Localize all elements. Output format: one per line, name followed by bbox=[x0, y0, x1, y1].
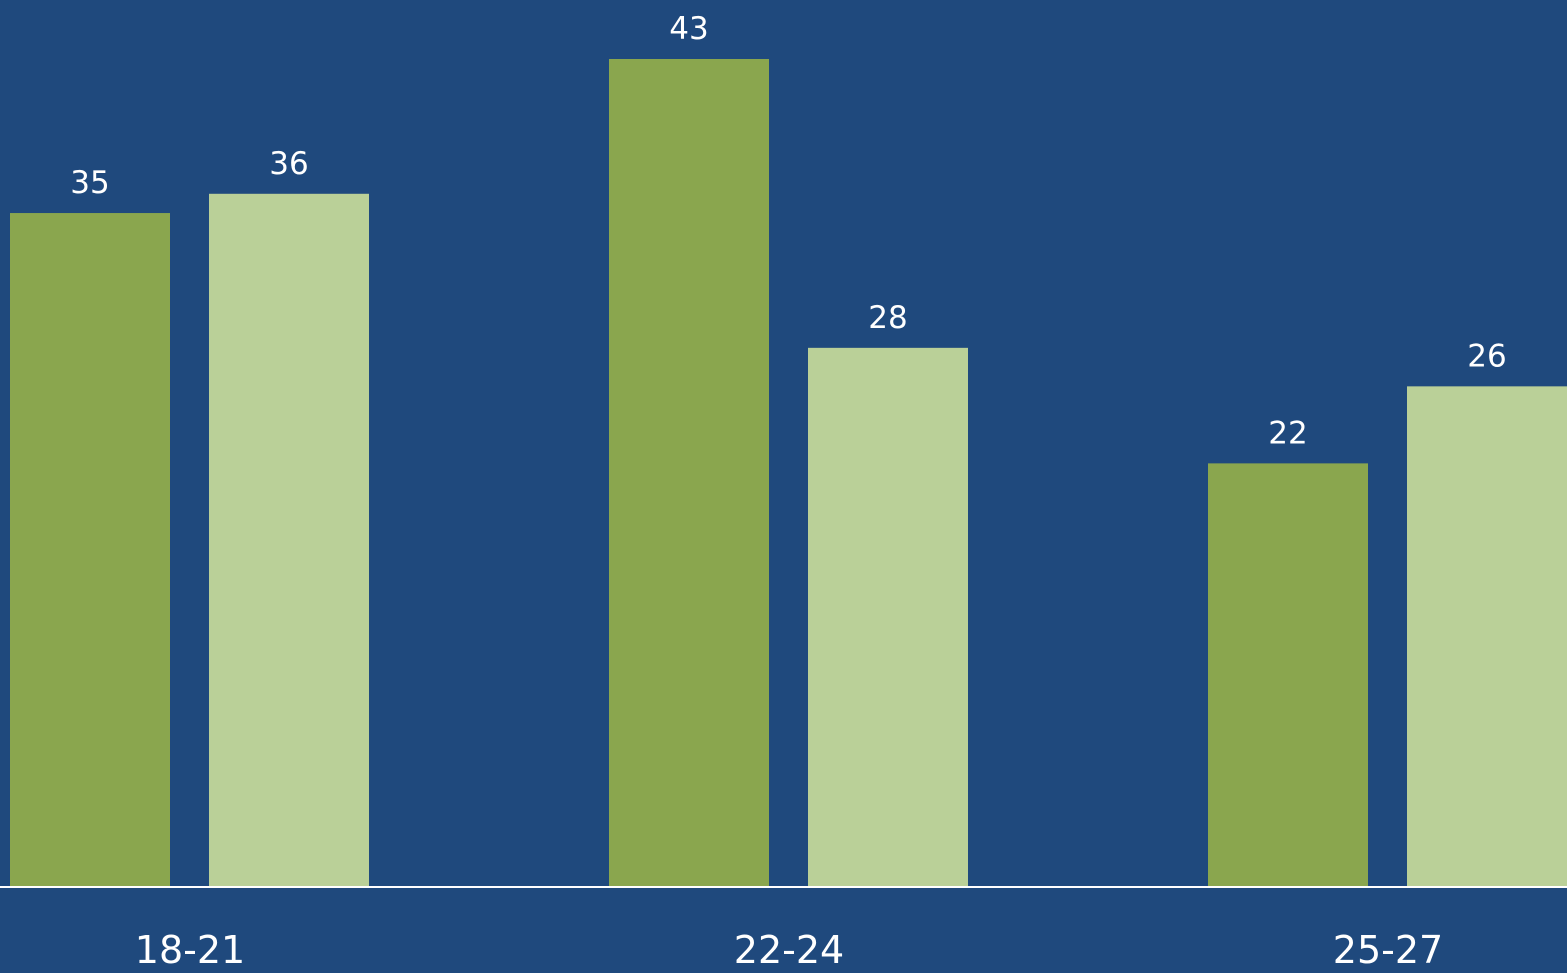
value-label-18-21-series-1: 35 bbox=[70, 165, 109, 201]
category-labels-group: 18-21 22-24 25-27 bbox=[135, 928, 1443, 972]
bar-22-24-series-2 bbox=[808, 347, 968, 887]
value-label-25-27-series-2: 26 bbox=[1467, 338, 1506, 374]
value-label-22-24-series-2: 28 bbox=[868, 300, 907, 336]
category-label-22-24: 22-24 bbox=[734, 928, 844, 972]
value-label-22-24-series-1: 43 bbox=[669, 11, 708, 47]
value-label-25-27-series-1: 22 bbox=[1268, 415, 1307, 451]
bar-25-27-series-2 bbox=[1407, 386, 1567, 887]
bar-22-24-series-1 bbox=[609, 59, 769, 887]
bar-18-21-series-1 bbox=[10, 213, 170, 887]
bar-25-27-series-1 bbox=[1208, 463, 1368, 887]
value-label-18-21-series-2: 36 bbox=[269, 146, 308, 182]
bars-group bbox=[10, 59, 1567, 887]
value-labels-group: 35 36 43 28 22 26 bbox=[70, 11, 1506, 451]
bar-18-21-series-2 bbox=[209, 193, 369, 887]
category-label-18-21: 18-21 bbox=[135, 928, 245, 972]
category-label-25-27: 25-27 bbox=[1333, 928, 1443, 972]
